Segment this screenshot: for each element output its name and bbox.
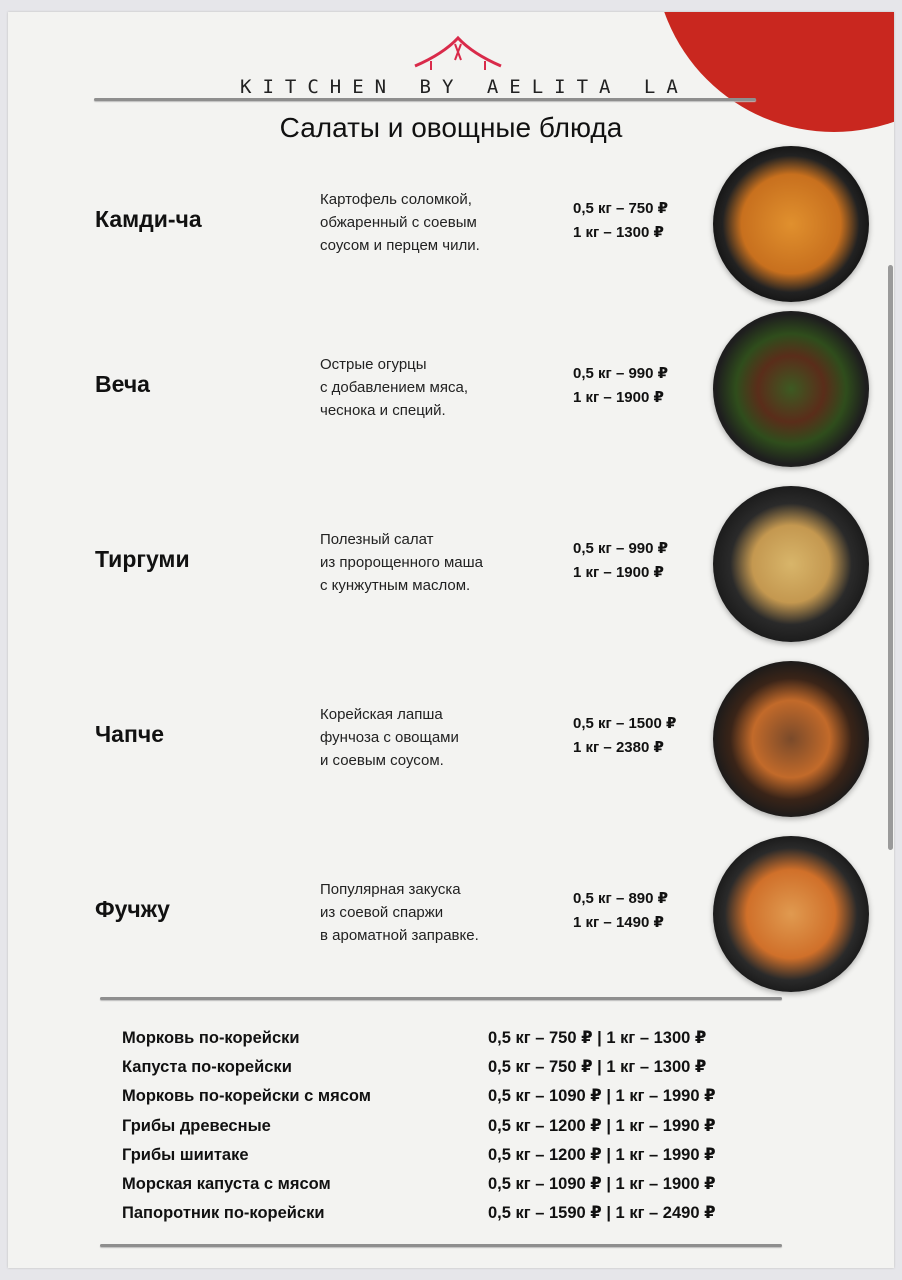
extra-name: Морковь по-корейски с мясом [122,1087,371,1106]
dish-row: Камди-ча Картофель соломкой, обжаренный с… [8,142,894,312]
description-line: Популярная закуска [320,881,461,898]
dish-prices: 0,5 кг – 1500 ₽ 1 кг – 2380 ₽ [573,712,676,760]
extra-name: Грибы шиитаке [122,1145,249,1164]
description-line: Картофель соломкой, [320,191,472,208]
brand-name: KITCHEN BY AELITA LA [240,76,689,98]
dish-name: Веча [95,371,150,397]
extra-item: Морская капуста с мясом 0,5 кг – 1090 ₽ |… [122,1170,716,1199]
price-line: 1 кг – 1490 ₽ [573,914,664,931]
dish-description: Картофель соломкой, обжаренный с соевым со… [320,188,480,257]
dish-description: Острые огурцы с добавлением мяса, чеснока … [320,353,468,422]
price-line: 0,5 кг – 750 ₽ [573,200,669,217]
dish-name: Фучжу [95,896,170,922]
dish-row: Чапче Корейская лапша фунчоза с овощами и … [8,657,894,827]
description-line: соусом и перцем чили. [320,237,480,254]
description-line: из пророщенного маша [320,554,484,571]
price-line: 0,5 кг – 990 ₽ [573,365,669,382]
dish-photo [713,146,869,302]
dish-row: Веча Острые огурцы с добавлением мяса, чес… [8,307,894,477]
extra-item: Морковь по-корейски 0,5 кг – 750 ₽ | 1 кг… [122,1024,716,1053]
price-line: 1 кг – 2380 ₽ [573,739,664,756]
page-title: Салаты и овощные блюда [279,112,623,143]
extra-item: Папоротник по-корейски 0,5 кг – 1590 ₽ | … [122,1199,716,1228]
extra-price: 0,5 кг – 1090 ₽ | 1 кг – 1990 ₽ [488,1087,716,1106]
dish-row: Фучжу Популярная закуска из соевой спаржи… [8,832,894,1002]
dish-description: Корейская лапша фунчоза с овощами и соевым… [320,703,459,772]
extra-name: Морская капуста с мясом [122,1174,331,1193]
extra-price: 0,5 кг – 1590 ₽ | 1 кг – 2490 ₽ [488,1204,716,1223]
dish-photo [713,486,869,642]
price-line: 1 кг – 1900 ₽ [573,389,664,406]
description-line: из соевой спаржи [320,904,444,921]
description-line: с кунжутным маслом. [320,577,471,594]
house-logo-icon [414,35,502,70]
dish-description: Популярная закуска из соевой спаржи в аром… [320,878,479,947]
dish-photo [713,311,869,467]
dish-name: Тиргуми [95,546,190,572]
extra-price: 0,5 кг – 1200 ₽ | 1 кг – 1990 ₽ [488,1116,716,1135]
dish-prices: 0,5 кг – 750 ₽ 1 кг – 1300 ₽ [573,197,668,245]
description-line: обжаренный с соевым [320,214,477,231]
price-line: 1 кг – 1300 ₽ [573,224,664,241]
dish-description: Полезный салат из пророщенного маша с кунж… [320,528,483,597]
description-line: фунчоза с овощами [320,729,459,746]
extra-price: 0,5 кг – 1200 ₽ | 1 кг – 1990 ₽ [488,1145,716,1164]
price-line: 0,5 кг – 990 ₽ [573,540,669,557]
extra-item: Морковь по-корейски с мясом 0,5 кг – 1090… [122,1082,716,1111]
scrollbar[interactable] [888,265,893,850]
price-line: 0,5 кг – 890 ₽ [573,890,669,907]
extra-price: 0,5 кг – 750 ₽ | 1 кг – 1300 ₽ [488,1058,707,1077]
description-line: Корейская лапша [320,706,443,723]
extra-name: Морковь по-корейски [122,1029,300,1047]
description-line: и соевым соусом. [320,752,444,769]
description-line: Острые огурцы [320,356,427,373]
extra-price: 0,5 кг – 750 ₽ | 1 кг – 1300 ₽ [488,1029,707,1047]
extras-list: Морковь по-корейски 0,5 кг – 750 ₽ | 1 кг… [122,1024,716,1228]
section-divider [100,997,782,1000]
description-line: в ароматной заправке. [320,927,479,944]
dish-row: Тиргуми Полезный салат из пророщенного ма… [8,482,894,652]
dish-name: Чапче [95,721,164,747]
extra-price: 0,5 кг – 1090 ₽ | 1 кг – 1900 ₽ [488,1174,716,1193]
dish-prices: 0,5 кг – 990 ₽ 1 кг – 1900 ₽ [573,537,668,585]
description-line: с добавлением мяса, [320,379,469,396]
extra-name: Грибы древесные [122,1116,271,1135]
extra-item: Грибы древесные 0,5 кг – 1200 ₽ | 1 кг – … [122,1112,716,1141]
price-line: 0,5 кг – 1500 ₽ [573,715,677,732]
extra-item: Капуста по-корейски 0,5 кг – 750 ₽ | 1 кг… [122,1053,716,1082]
dish-prices: 0,5 кг – 890 ₽ 1 кг – 1490 ₽ [573,887,668,935]
extra-item: Грибы шиитаке 0,5 кг – 1200 ₽ | 1 кг – 19… [122,1141,716,1170]
dish-prices: 0,5 кг – 990 ₽ 1 кг – 1900 ₽ [573,362,668,410]
footer-divider [100,1244,782,1247]
dish-photo [713,661,869,817]
dish-name: Камди-ча [95,206,202,232]
description-line: Полезный салат [320,531,434,548]
dish-photo [713,836,869,992]
extra-name: Папоротник по-корейски [122,1204,325,1223]
price-line: 1 кг – 1900 ₽ [573,564,664,581]
header-divider [94,98,756,101]
menu-page: KITCHEN BY AELITA LA Салаты и овощные бл… [8,12,894,1268]
extra-name: Капуста по-корейски [122,1058,292,1077]
description-line: чеснока и специй. [320,402,446,419]
